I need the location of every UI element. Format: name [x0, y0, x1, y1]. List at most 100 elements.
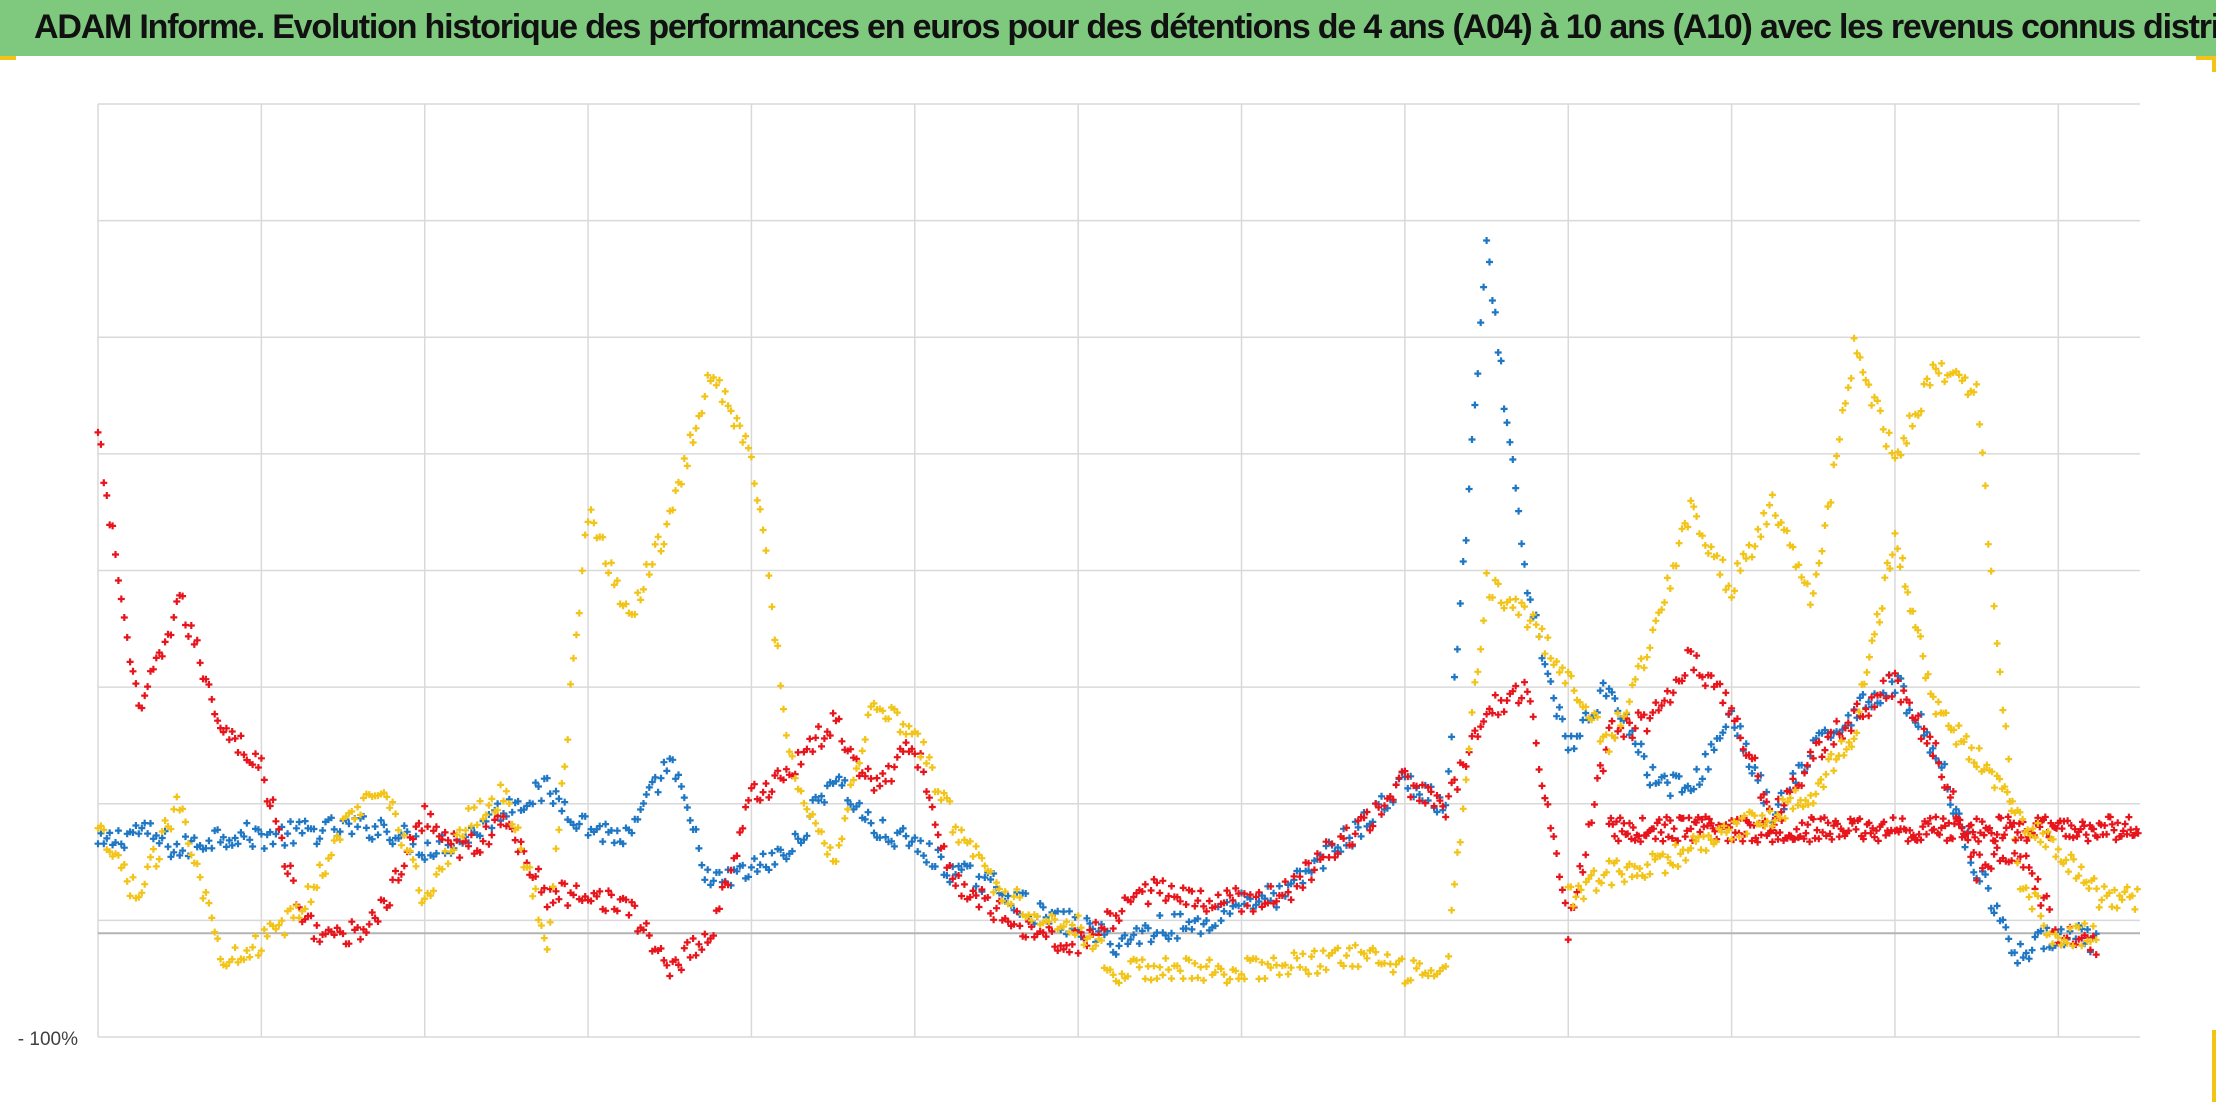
data-point — [672, 956, 680, 964]
data-point — [1981, 482, 1989, 490]
data-point — [1532, 621, 1540, 629]
data-point — [2058, 825, 2066, 833]
data-point — [1296, 873, 1304, 881]
data-point — [1872, 827, 1880, 835]
data-point — [1296, 963, 1304, 971]
data-point — [1579, 716, 1587, 724]
data-point — [925, 794, 933, 802]
data-point — [287, 905, 294, 913]
data-point — [1781, 814, 1789, 822]
data-point — [2092, 951, 2100, 959]
data-point — [1984, 540, 1992, 548]
data-point — [126, 892, 134, 900]
data-point — [987, 909, 995, 917]
data-point — [1392, 781, 1400, 789]
data-point — [1885, 429, 1893, 437]
data-point — [2108, 820, 2116, 828]
data-point — [1381, 802, 1388, 810]
data-point — [1483, 237, 1491, 244]
series-3 — [1605, 813, 2142, 846]
data-point — [753, 868, 761, 875]
data-point — [733, 414, 741, 422]
data-point — [1100, 925, 1108, 933]
data-point — [654, 788, 662, 796]
data-point — [1926, 814, 1934, 822]
data-point — [1028, 923, 1035, 931]
data-point — [1521, 603, 1528, 611]
data-point — [905, 842, 913, 850]
data-point — [199, 894, 207, 902]
data-point — [1176, 910, 1184, 918]
data-point — [642, 919, 650, 927]
data-point — [1845, 827, 1853, 835]
data-point — [1445, 952, 1453, 960]
data-point — [217, 724, 224, 732]
data-point — [756, 505, 764, 513]
data-point — [570, 891, 577, 899]
data-point — [1768, 822, 1776, 830]
data-point — [1661, 599, 1668, 606]
data-point — [1958, 824, 1966, 832]
data-point — [141, 692, 149, 700]
data-point — [421, 802, 429, 810]
data-point — [1471, 401, 1479, 409]
data-point — [272, 830, 280, 838]
data-point — [1879, 677, 1887, 685]
data-point — [2002, 722, 2010, 730]
data-point — [462, 826, 470, 834]
data-point — [1112, 950, 1120, 958]
data-point — [1719, 729, 1727, 737]
data-point — [1932, 813, 1940, 821]
data-point — [1121, 931, 1129, 939]
data-point — [981, 862, 989, 870]
data-point — [1074, 912, 1082, 920]
data-point — [2034, 819, 2042, 827]
data-point — [386, 901, 394, 909]
data-point — [1733, 715, 1741, 723]
data-point — [1855, 708, 1863, 716]
data-point — [771, 860, 779, 868]
data-point — [1863, 668, 1871, 676]
data-point — [1389, 796, 1397, 804]
data-point — [1806, 838, 1814, 846]
data-point — [648, 560, 656, 568]
data-point — [1720, 822, 1728, 830]
data-point — [797, 787, 805, 795]
data-point — [645, 571, 653, 578]
data-point — [354, 924, 362, 931]
data-point — [896, 728, 904, 736]
data-point — [564, 736, 572, 744]
data-point — [771, 636, 779, 644]
data-point — [1293, 882, 1301, 890]
data-point — [2008, 857, 2016, 865]
data-point — [176, 851, 184, 859]
data-point — [1666, 698, 1674, 706]
data-point — [266, 802, 274, 810]
data-point — [1952, 740, 1960, 748]
data-point — [360, 794, 367, 802]
data-point — [132, 680, 140, 688]
data-point — [225, 836, 233, 844]
data-point — [1681, 833, 1689, 841]
data-point — [1725, 710, 1733, 718]
data-point — [196, 873, 204, 881]
data-point — [1830, 740, 1838, 748]
data-point — [1200, 902, 1208, 910]
data-point — [2028, 869, 2036, 877]
data-point — [2002, 824, 2010, 832]
data-point — [2034, 892, 2042, 900]
data-point — [1853, 729, 1861, 737]
data-point — [395, 876, 402, 884]
data-point — [815, 797, 822, 804]
data-point — [937, 853, 945, 861]
data-point — [1716, 571, 1724, 579]
data-point — [1944, 783, 1951, 791]
data-point — [1416, 791, 1423, 798]
data-point — [2041, 813, 2049, 821]
data-point — [1529, 611, 1537, 619]
data-point — [1273, 897, 1280, 905]
data-point — [1919, 823, 1927, 831]
data-point — [1065, 948, 1073, 956]
data-point — [409, 835, 417, 843]
data-point — [1442, 963, 1450, 970]
